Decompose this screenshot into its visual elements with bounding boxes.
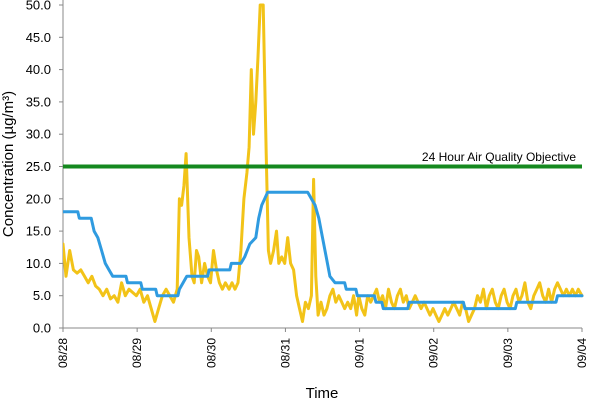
y-tick-label: 35.0 bbox=[26, 94, 51, 109]
y-axis: 0.0 5.0 10.0 15.0 20.0 25.0 30.0 35.0 40.0 45.0 50… bbox=[26, 0, 63, 336]
x-axis-title: Time bbox=[306, 385, 339, 400]
series-line-2 bbox=[63, 190, 584, 311]
x-tick-label: 08/30 bbox=[204, 338, 218, 368]
x-tick-label: 08/28 bbox=[56, 338, 70, 368]
y-tick-label: 20.0 bbox=[26, 191, 51, 206]
y-tick-label: 25.0 bbox=[26, 159, 51, 174]
x-tick-label: 08/31 bbox=[278, 338, 292, 368]
y-tick-label: 50.0 bbox=[26, 0, 51, 13]
series-line-1 bbox=[63, 3, 584, 323]
y-tick-label: 5.0 bbox=[33, 288, 51, 303]
x-tick-label: 09/02 bbox=[427, 338, 441, 368]
series-group bbox=[63, 3, 584, 323]
x-tick-label: 09/04 bbox=[575, 338, 589, 368]
y-tick-label: 10.0 bbox=[26, 256, 51, 271]
x-tick-label: 09/01 bbox=[353, 338, 367, 368]
y-tick-label: 0.0 bbox=[33, 321, 51, 336]
objective-label: 24 Hour Air Quality Objective bbox=[422, 150, 576, 164]
x-tick-label: 08/29 bbox=[130, 338, 144, 368]
y-tick-label: 40.0 bbox=[26, 62, 51, 77]
y-axis-title: Concentration (µg/m³) bbox=[0, 91, 17, 237]
y-tick-label: 30.0 bbox=[26, 127, 51, 142]
x-tick-label: 09/03 bbox=[501, 338, 515, 368]
x-axis: 08/28 08/29 08/30 08/31 09/01 09/02 09/03 09/04 bbox=[56, 328, 589, 368]
y-tick-label: 15.0 bbox=[26, 224, 51, 239]
y-tick-label: 45.0 bbox=[26, 30, 51, 45]
